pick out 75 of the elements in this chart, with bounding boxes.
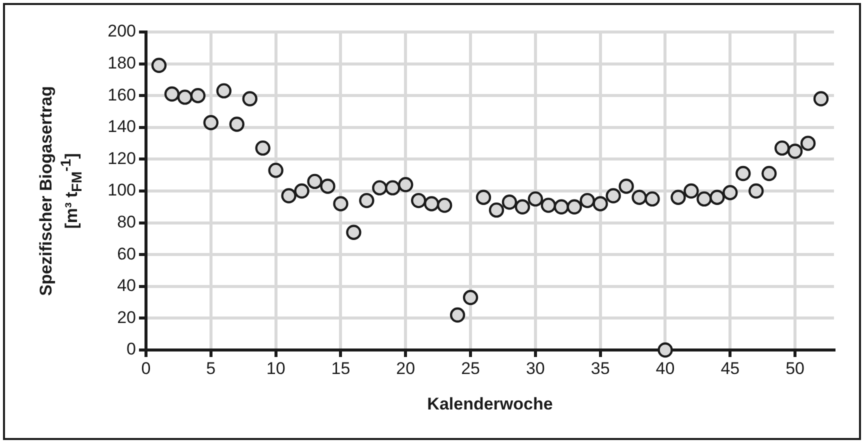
x-tick-label: 5: [206, 358, 216, 378]
point: [722, 184, 738, 200]
y-tick-label: 60: [117, 244, 136, 264]
point: [710, 190, 725, 205]
y-tick-label: 200: [108, 22, 136, 41]
x-tick-label: 20: [396, 358, 416, 378]
y-tick-label: 40: [117, 276, 136, 296]
point: [424, 196, 440, 212]
point: [294, 183, 310, 199]
y-tick-label: 160: [108, 85, 136, 104]
y-tick-label: 0: [126, 340, 136, 359]
point: [488, 202, 504, 218]
y-tick-label: 100: [108, 180, 136, 200]
x-tick-label: 25: [461, 358, 480, 378]
point: [177, 90, 193, 105]
point: [268, 162, 284, 178]
point: [670, 190, 686, 205]
point: [320, 178, 336, 194]
point: [203, 115, 219, 130]
point: [774, 140, 790, 156]
point: [514, 199, 530, 214]
point: [528, 191, 544, 207]
point: [787, 144, 803, 159]
y-tick-label: 120: [108, 148, 136, 168]
x-tick-label: 0: [141, 358, 151, 378]
point: [255, 140, 270, 156]
x-tick-label: 40: [656, 358, 675, 378]
x-tick-label: 30: [526, 358, 545, 378]
x-tick-label: 50: [786, 358, 805, 378]
point: [307, 174, 322, 190]
point: [398, 177, 414, 192]
point: [606, 188, 621, 204]
point: [436, 198, 452, 213]
point: [462, 290, 478, 306]
point: [242, 91, 258, 106]
y-tick-label: 20: [117, 308, 136, 327]
point: [644, 191, 660, 207]
y-tick-label: 140: [108, 117, 136, 136]
point: [632, 190, 647, 205]
point: [411, 192, 426, 208]
point: [580, 192, 595, 208]
point: [566, 199, 582, 214]
point: [618, 178, 634, 194]
point: [736, 166, 751, 182]
point: [333, 196, 348, 212]
y-tick-label: 180: [108, 53, 136, 72]
point: [658, 342, 673, 358]
point: [684, 183, 699, 199]
point: [346, 224, 362, 240]
point: [696, 191, 712, 207]
point: [592, 196, 608, 212]
point: [372, 180, 388, 196]
point: [281, 188, 296, 204]
point: [502, 194, 518, 210]
point: [216, 83, 232, 98]
point: [748, 183, 764, 199]
point: [813, 91, 829, 106]
x-tick-label: 45: [720, 358, 740, 378]
y-tick-label: 80: [117, 212, 136, 232]
x-tick-label: 10: [266, 358, 286, 378]
point: [151, 58, 167, 73]
point: [476, 190, 492, 205]
x-tick-label: 35: [590, 358, 610, 378]
point: [761, 166, 777, 182]
point: [540, 198, 556, 213]
point: [229, 116, 244, 132]
point: [385, 180, 400, 196]
point: [164, 86, 180, 102]
point: [554, 199, 569, 214]
point: [450, 307, 466, 323]
x-tick-label: 15: [331, 358, 350, 378]
point: [359, 192, 374, 208]
point: [800, 136, 816, 151]
x-axis-title: Kalenderwoche: [427, 394, 553, 414]
point: [190, 88, 206, 104]
